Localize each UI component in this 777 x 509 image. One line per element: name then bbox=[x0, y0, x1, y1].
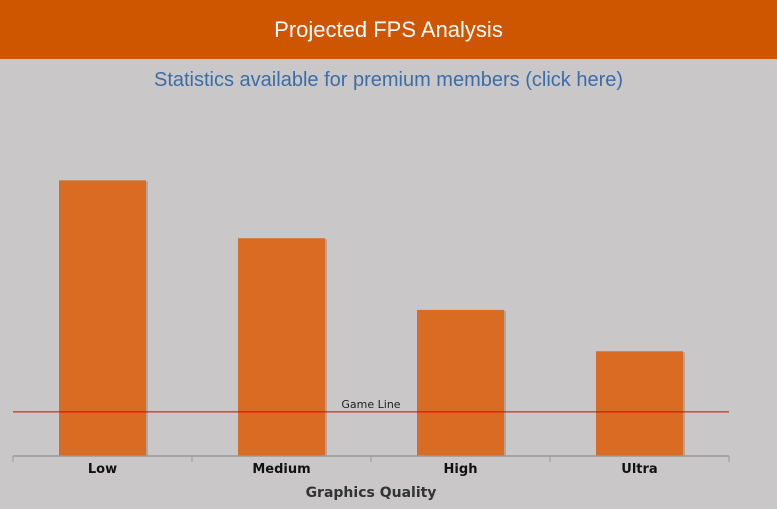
x-axis-tick-labels: Low Medium High Ultra bbox=[88, 462, 658, 477]
x-tick-label-ultra: Ultra bbox=[621, 462, 657, 477]
bars-layer bbox=[59, 180, 685, 456]
bar-medium[interactable] bbox=[238, 238, 325, 456]
panel-title: Projected FPS Analysis bbox=[274, 16, 503, 42]
x-tick-label-low: Low bbox=[88, 462, 117, 477]
bar-ultra[interactable] bbox=[596, 351, 683, 456]
x-axis-title: Graphics Quality bbox=[306, 485, 437, 501]
panel-header: Projected FPS Analysis bbox=[0, 0, 777, 59]
bar-low[interactable] bbox=[59, 180, 146, 456]
x-tick-label-high: High bbox=[444, 462, 478, 477]
x-axis-ticks bbox=[12, 456, 730, 462]
game-line-label: Game Line bbox=[341, 398, 400, 411]
x-tick-label-medium: Medium bbox=[252, 462, 310, 477]
premium-statistics-link[interactable]: Statistics available for premium members… bbox=[153, 69, 624, 91]
bar-high[interactable] bbox=[417, 309, 504, 456]
